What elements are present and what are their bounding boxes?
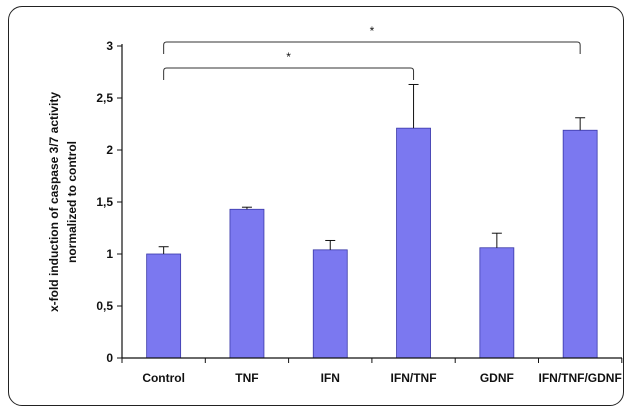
x-tick-label: GDNF [480,371,514,385]
bar-chart: x-fold induction of caspase 3/7 activity… [47,24,623,385]
x-ticks: Control TNF IFN IFN/TNF GDNF IFN/TNF/GDNF [121,358,623,385]
x-tick-label: IFN/TNF/GDNF [538,371,621,385]
bar-ifn [312,249,348,359]
significance-bracket [163,41,581,54]
y-tick-label: 2,5 [96,91,113,105]
y-axis-label: x-fold induction of caspase 3/7 activity… [47,92,79,312]
bar-ifn-tnf-gdnf [562,129,598,359]
y-tick-label: 3 [106,39,113,53]
significance-marker: * [286,50,291,64]
x-tick-label: IFN [321,371,340,385]
y-tick-label: 0 [106,351,113,365]
significance-brackets: ** [163,24,581,80]
y-axis-label-line: x-fold induction of caspase 3/7 activity [47,92,61,312]
y-ticks: 0 0,5 1 1,5 2 2,5 3 [96,39,122,365]
y-axis-label-line: normalized to control [65,141,79,263]
y-tick-label: 2 [106,143,113,157]
significance-bracket [163,67,415,80]
x-tick-label: Control [142,371,185,385]
bars [146,127,598,359]
x-tick-label: TNF [235,371,258,385]
bar-tnf [229,208,265,359]
y-tick-label: 0,5 [96,299,113,313]
y-tick-label: 1 [106,247,113,261]
bar-gdnf [479,247,515,359]
error-bars [158,83,586,254]
bar-control [146,253,182,359]
y-tick-label: 1,5 [96,195,113,209]
x-tick-label: IFN/TNF [391,371,437,385]
axes [121,44,622,359]
bar-ifn-tnf [396,127,431,359]
significance-marker: * [370,24,375,38]
